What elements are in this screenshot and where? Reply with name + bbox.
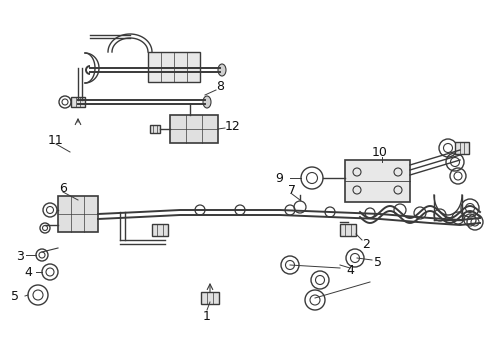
Text: 12: 12 <box>225 120 241 132</box>
Text: 6: 6 <box>59 183 67 195</box>
Text: 4: 4 <box>346 264 354 276</box>
Text: 11: 11 <box>48 134 64 147</box>
Text: 10: 10 <box>372 147 388 159</box>
Text: 8: 8 <box>216 81 224 94</box>
Ellipse shape <box>203 96 211 108</box>
Bar <box>340 224 356 236</box>
Bar <box>201 292 219 304</box>
Ellipse shape <box>218 64 226 76</box>
Text: 7: 7 <box>288 184 296 198</box>
Bar <box>71 97 85 107</box>
Text: 9: 9 <box>275 171 283 184</box>
Text: 1: 1 <box>203 310 211 323</box>
Bar <box>170 115 218 143</box>
Bar <box>150 125 160 133</box>
Bar <box>148 52 200 82</box>
Bar <box>345 160 410 202</box>
Text: 2: 2 <box>362 238 370 251</box>
Text: 4: 4 <box>24 266 32 279</box>
Bar <box>152 224 168 236</box>
Bar <box>455 142 469 154</box>
Text: 5: 5 <box>11 289 19 302</box>
Text: 5: 5 <box>374 256 382 269</box>
Text: 3: 3 <box>16 249 24 262</box>
Bar <box>58 196 98 232</box>
